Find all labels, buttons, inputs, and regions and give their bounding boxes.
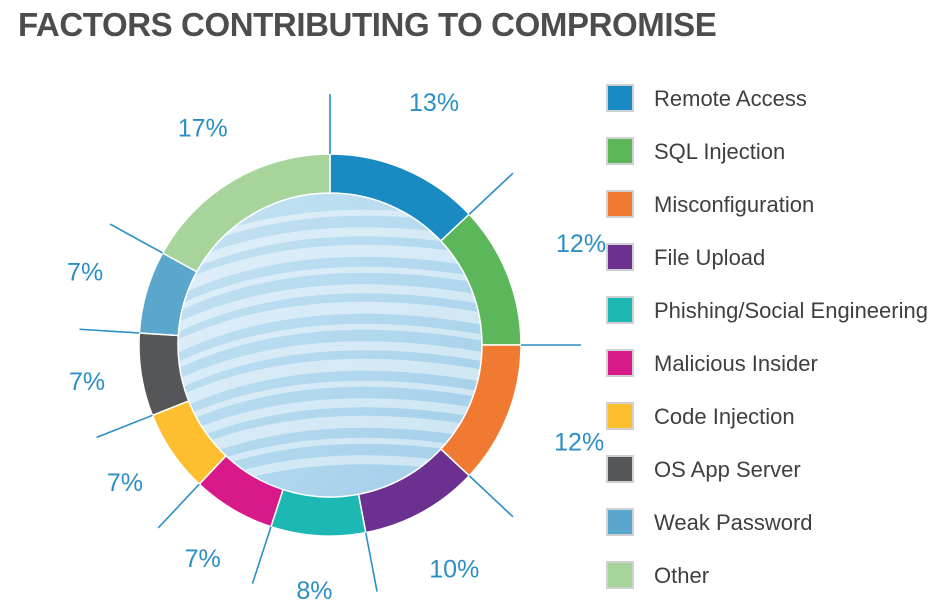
leader-line — [468, 475, 514, 518]
legend-label: Malicious Insider — [654, 351, 818, 376]
legend-label: File Upload — [654, 245, 766, 270]
leader-lines — [79, 94, 581, 592]
pct-label-file-upload: 10% — [429, 556, 479, 584]
legend-label: Other — [654, 563, 710, 588]
legend-swatch — [606, 508, 634, 536]
donut-segments — [138, 153, 522, 537]
legend-swatch — [606, 402, 634, 430]
percentage-labels: 13% 12% 12% 10% 8% 7% 7% 7% 7% 17% — [67, 89, 606, 605]
legend-swatch — [606, 243, 634, 271]
leader-line — [109, 223, 164, 254]
legend-swatch — [606, 84, 634, 112]
legend-label: OS App Server — [654, 457, 801, 482]
legend-swatch — [606, 296, 634, 324]
leader-line — [157, 483, 200, 529]
pct-label-phishing-social-engineering: 8% — [296, 577, 332, 605]
pct-label-os-app-server: 7% — [69, 368, 105, 396]
legend-swatch — [606, 190, 634, 218]
legend-label: Code Injection — [654, 404, 795, 429]
segment-phishing-social-engineering — [270, 488, 367, 537]
legend-label: SQL Injection — [654, 139, 786, 164]
legend-label: Misconfiguration — [654, 192, 815, 217]
pct-label-code-injection: 7% — [107, 469, 143, 497]
legend-swatch — [606, 561, 634, 589]
legend-label: Weak Password — [654, 510, 813, 535]
leader-line — [468, 172, 514, 215]
chart-title: FACTORS CONTRIBUTING TO COMPROMISE — [18, 6, 717, 43]
center-background-art — [178, 193, 482, 497]
leader-line — [251, 526, 272, 584]
leader-line — [365, 532, 378, 592]
legend-label: Phishing/Social Engineering — [654, 298, 928, 323]
legend-label: Remote Access — [654, 86, 807, 111]
legend-swatch — [606, 137, 634, 165]
leader-line — [79, 328, 140, 334]
pct-label-weak-password: 7% — [67, 258, 103, 286]
pct-label-other: 17% — [178, 114, 228, 142]
pct-label-sql-injection: 12% — [556, 230, 606, 258]
leader-line — [96, 414, 153, 439]
pct-label-misconfiguration: 12% — [554, 428, 604, 456]
pct-label-malicious-insider: 7% — [185, 545, 221, 573]
pct-label-remote-access: 13% — [409, 89, 459, 117]
legend-swatch — [606, 455, 634, 483]
legend-swatch — [606, 349, 634, 377]
